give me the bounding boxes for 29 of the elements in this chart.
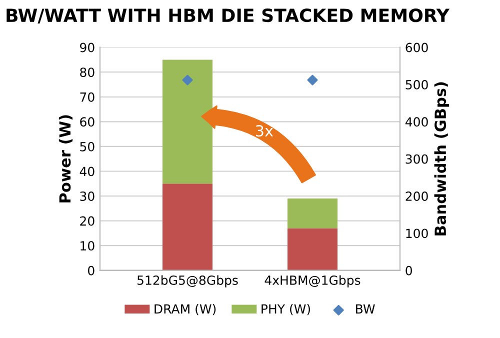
y-axis-title: Power (W)	[58, 115, 73, 202]
y2-axis-title: Bandwidth (GBps)	[434, 82, 450, 236]
y-tick-label: 60	[80, 117, 94, 127]
y-tick-label: 90	[80, 42, 94, 52]
chart-title: BW/WATT WITH HBM DIE STACKED MEMORY	[6, 8, 450, 24]
y-tick-label: 80	[80, 68, 94, 78]
y-tick-label: 0	[88, 266, 94, 276]
y-tick-label: 50	[80, 142, 94, 152]
annotation: 3x	[256, 125, 274, 137]
y2-tick-label: 400	[405, 117, 428, 127]
bar	[288, 228, 338, 270]
y2-tick-label: 600	[406, 42, 428, 52]
y-tick-label: 40	[80, 166, 94, 176]
y-tick-label: 20	[80, 216, 94, 226]
y-tick-label: 10	[80, 241, 94, 251]
y-tick-label: 30	[80, 192, 94, 201]
y2-tick-label: 300	[406, 154, 428, 164]
legend-label: PHY (W)	[262, 304, 310, 316]
y2-tick-label: 0	[406, 266, 412, 276]
legend-label: BW	[356, 304, 375, 314]
y2-tick-label: 100	[406, 228, 428, 238]
x-tick-label: 512bG5@8Gbps	[137, 275, 238, 288]
y-tick-label: 70	[80, 92, 94, 102]
y2-tick-label: 200	[406, 192, 428, 201]
bar	[162, 184, 212, 270]
x-tick-label: 4xHBM@1Gbps	[264, 275, 360, 288]
legend-label: DRAM (W)	[154, 304, 216, 316]
bar	[288, 198, 338, 228]
y2-tick-label: 500	[406, 80, 428, 90]
